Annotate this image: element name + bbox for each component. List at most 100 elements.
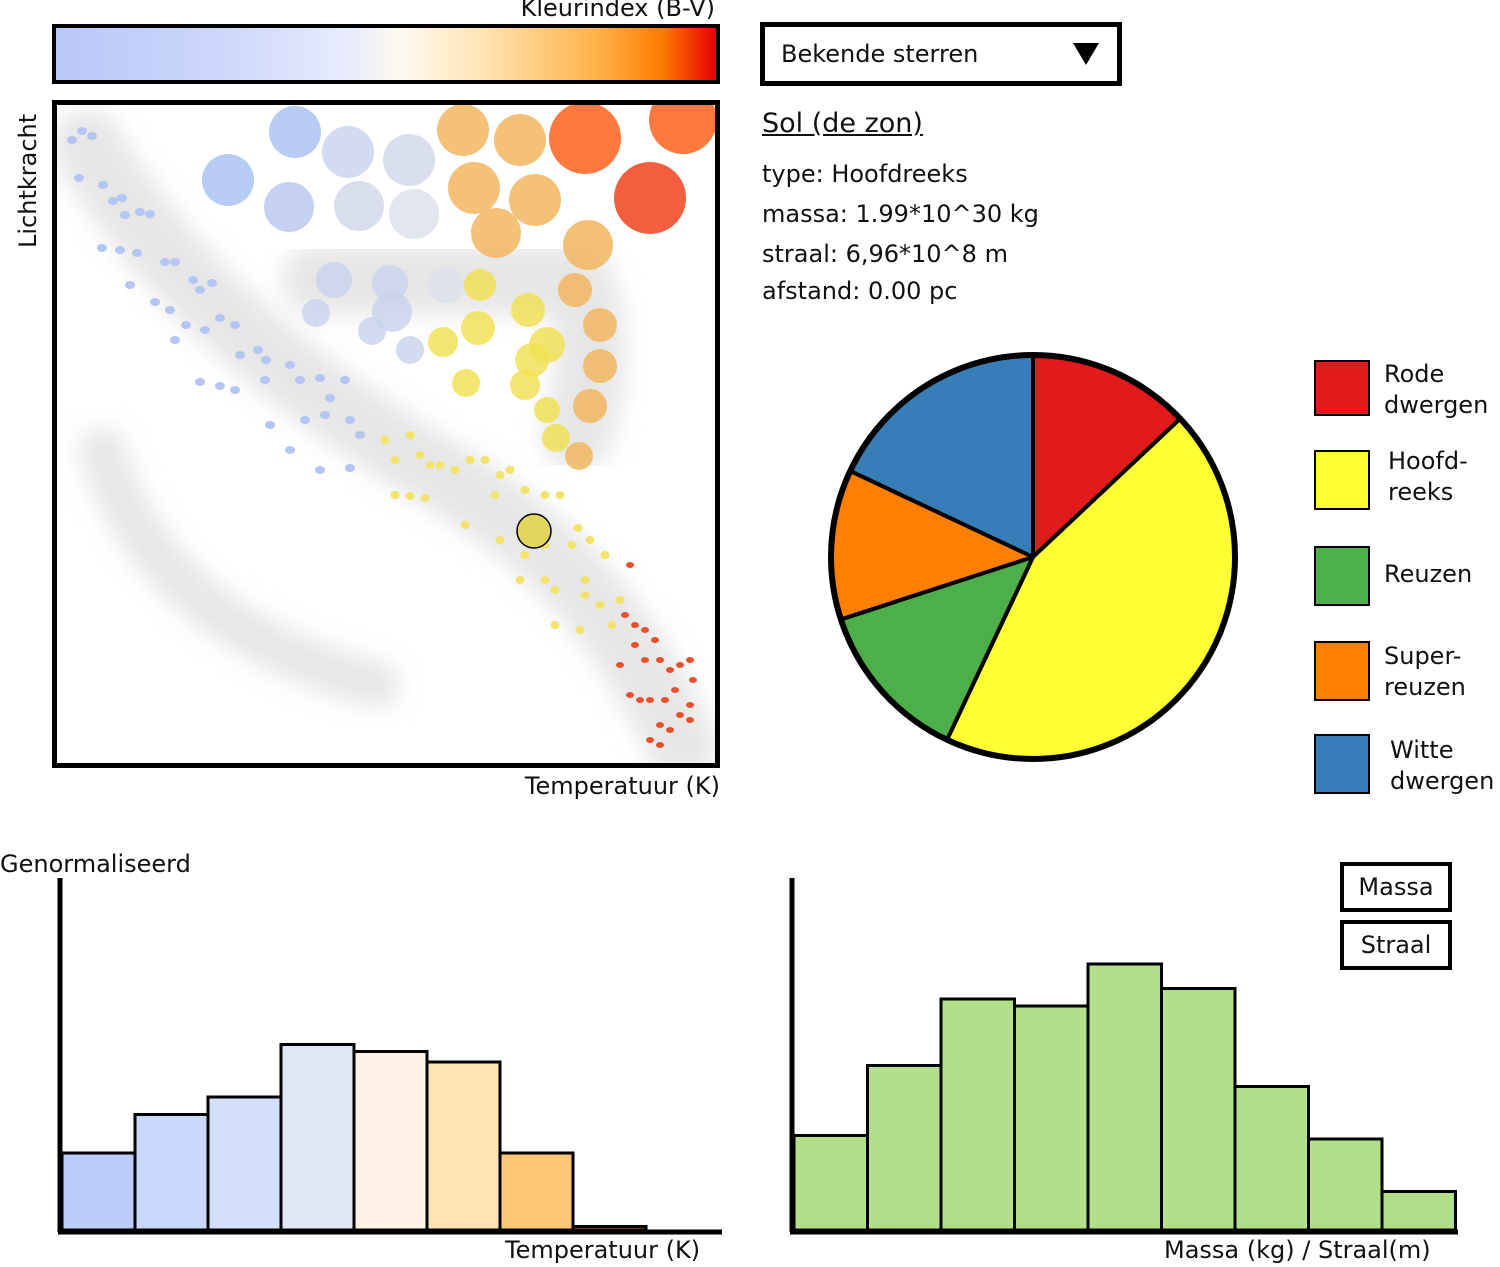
legend-label: Rode: [1384, 360, 1445, 388]
triangle-down-icon: [1073, 43, 1099, 65]
main-sequence-star: [567, 541, 577, 549]
radius-toggle-button[interactable]: Straal: [1340, 920, 1452, 970]
temperature-bar: [133, 1113, 210, 1232]
pie-outline: [828, 352, 1238, 762]
main-sequence-star: [295, 376, 305, 384]
main-sequence-star: [540, 576, 550, 584]
giant-star: [358, 317, 386, 345]
main-sequence-star: [495, 471, 505, 479]
mass-bar: [939, 997, 1016, 1232]
red-dwarf-star: [641, 657, 649, 663]
giant-star: [302, 299, 330, 327]
main-sequence-star: [520, 486, 530, 494]
giant-star: [511, 293, 545, 327]
giant-star: [428, 267, 464, 303]
red-dwarf-star: [626, 562, 634, 568]
main-sequence-star: [405, 492, 415, 500]
star-distance: afstand: 0.00 pc: [762, 277, 958, 305]
temp-hist-x-label: Temperatuur (K): [505, 1236, 701, 1264]
red-dwarf-star: [686, 657, 694, 663]
temperature-bar: [571, 1225, 648, 1232]
main-sequence-star: [480, 456, 490, 464]
main-sequence-star: [405, 431, 415, 439]
known-stars-dropdown[interactable]: Bekende sterren: [760, 22, 1122, 86]
mass-bar: [1233, 1085, 1310, 1232]
main-sequence-star: [285, 361, 295, 369]
mass-bar: [1013, 1004, 1090, 1232]
main-sequence-star: [315, 466, 325, 474]
main-sequence-star: [108, 197, 118, 205]
red-dwarf-star: [656, 742, 664, 748]
main-sequence-star: [320, 411, 330, 419]
mass-hist-x-label: Massa (kg) / Straal(m): [1164, 1236, 1431, 1264]
red-dwarf-star: [636, 697, 644, 703]
legend-label: reuzen: [1384, 673, 1466, 701]
red-dwarf-star: [661, 697, 669, 703]
main-sequence-star: [265, 421, 275, 429]
red-dwarf-star: [671, 687, 679, 693]
mass-bar: [1160, 987, 1237, 1232]
giant-star: [389, 189, 439, 239]
main-sequence-star: [235, 351, 245, 359]
main-sequence-star: [67, 136, 77, 144]
main-sequence-star: [465, 456, 475, 464]
giant-star: [464, 269, 496, 301]
white-dwarf-band: [79, 427, 400, 708]
dropdown-label: Bekende sterren: [781, 40, 979, 68]
main-sequence-star: [145, 210, 155, 218]
giant-star: [383, 134, 435, 186]
red-dwarf-star: [646, 737, 654, 743]
giant-star: [334, 181, 384, 231]
red-dwarf-star: [621, 612, 629, 618]
main-sequence-star: [98, 181, 108, 189]
main-sequence-star: [195, 286, 205, 294]
giant-star: [549, 105, 621, 174]
red-dwarf-star: [631, 622, 639, 628]
main-sequence-star: [450, 466, 460, 474]
red-dwarf-star: [616, 662, 624, 668]
giant-star: [542, 424, 570, 452]
giant-star: [202, 154, 254, 206]
red-dwarf-star: [656, 722, 664, 728]
main-sequence-star: [325, 394, 335, 402]
giant-star: [264, 182, 314, 232]
main-sequence-star: [230, 386, 240, 394]
main-sequence-star: [300, 416, 310, 424]
main-sequence-star: [120, 211, 130, 219]
temperature-bar: [279, 1043, 356, 1232]
hist-y-axis-label: Genormaliseerd: [0, 850, 191, 878]
temperature-bar: [425, 1060, 502, 1232]
main-sequence-star: [420, 494, 430, 502]
giant-star: [515, 343, 549, 377]
giant-star: [534, 397, 560, 423]
mass-radius-histogram: [789, 878, 1458, 1235]
main-sequence-star: [615, 596, 625, 604]
red-dwarf-star: [686, 702, 694, 708]
main-sequence-star: [607, 621, 617, 629]
mass-toggle-button[interactable]: Massa: [1340, 862, 1452, 912]
main-sequence-star: [195, 378, 205, 386]
red-dwarf-star: [656, 657, 664, 663]
legend-label: dwergen: [1384, 391, 1489, 419]
red-dwarf-star: [686, 717, 694, 723]
giant-star: [573, 389, 607, 423]
red-dwarf-star: [666, 727, 674, 733]
temperature-bar: [206, 1095, 283, 1232]
colorbar-title: Kleurindex (B-V): [520, 0, 715, 22]
main-sequence-star: [580, 576, 590, 584]
legend-swatch: [1314, 641, 1370, 701]
giant-star: [509, 174, 561, 226]
giant-star: [316, 262, 352, 298]
main-sequence-star: [380, 436, 390, 444]
main-sequence-star: [87, 132, 97, 140]
main-sequence-star: [595, 601, 605, 609]
red-dwarf-star: [689, 677, 697, 683]
hr-diagram-plot[interactable]: [52, 100, 720, 768]
star-points: [67, 105, 715, 748]
main-sequence-star: [117, 194, 127, 202]
red-dwarf-star: [676, 712, 684, 718]
legend-swatch: [1314, 450, 1370, 510]
star-name: Sol (de zon): [762, 108, 923, 139]
main-sequence-star: [200, 326, 210, 334]
main-sequence-star: [390, 456, 400, 464]
